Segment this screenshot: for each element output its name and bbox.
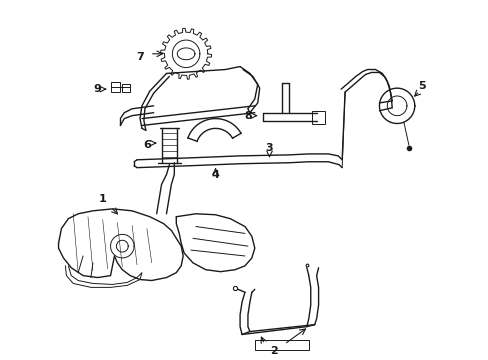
FancyBboxPatch shape — [254, 340, 308, 350]
Polygon shape — [379, 88, 414, 123]
Text: 5: 5 — [417, 81, 425, 91]
Text: 9: 9 — [94, 84, 102, 94]
Text: 1: 1 — [99, 194, 106, 204]
Text: 4: 4 — [211, 170, 219, 180]
FancyBboxPatch shape — [311, 111, 325, 125]
FancyBboxPatch shape — [110, 82, 120, 92]
Text: 8: 8 — [244, 111, 251, 121]
Text: 6: 6 — [142, 140, 150, 150]
FancyBboxPatch shape — [122, 84, 130, 92]
Text: 2: 2 — [270, 346, 278, 356]
Text: 3: 3 — [265, 143, 273, 153]
Text: 7: 7 — [136, 52, 143, 62]
